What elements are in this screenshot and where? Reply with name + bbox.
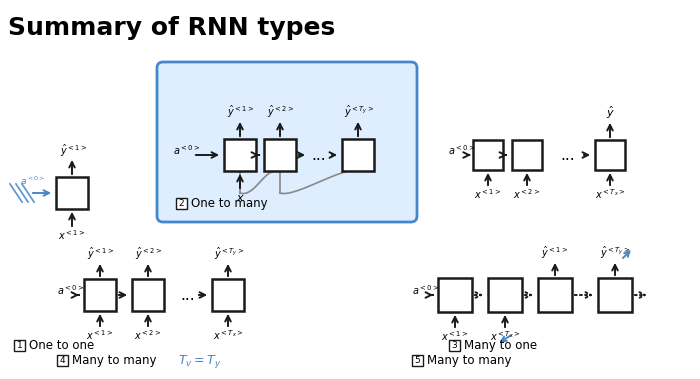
Text: Many to many: Many to many [72, 354, 157, 367]
Bar [595, 140, 625, 170]
Text: 1: 1 [17, 341, 22, 350]
Text: $\hat{y}^{<1>}$: $\hat{y}^{<1>}$ [541, 245, 568, 261]
Text: $x$: $x$ [235, 193, 244, 203]
Text: $x^{<T_x>}$: $x^{<T_x>}$ [490, 329, 520, 343]
Bar [212, 279, 244, 311]
Text: ...: ... [181, 288, 195, 302]
Text: $\hat{y}^{<1>}$: $\hat{y}^{<1>}$ [60, 143, 88, 159]
Text: $x^{<2>}$: $x^{<2>}$ [134, 328, 162, 342]
Bar [132, 279, 164, 311]
Text: One to many: One to many [191, 197, 267, 210]
Text: $a^{<0>}$: $a^{<0>}$ [412, 283, 440, 297]
Bar [264, 139, 296, 171]
Text: $\hat{y}^{<T_y>}$: $\hat{y}^{<T_y>}$ [600, 245, 630, 261]
Text: $a^{<0>}$: $a^{<0>}$ [20, 175, 46, 187]
Text: $T_v=T_y$: $T_v=T_y$ [178, 354, 222, 371]
Bar [342, 139, 374, 171]
Text: ...: ... [312, 147, 326, 163]
Bar [449, 340, 460, 351]
Text: $\hat{y}^{<1>}$: $\hat{y}^{<1>}$ [88, 246, 115, 262]
Text: One to one: One to one [29, 339, 94, 352]
Text: $x^{<2>}$: $x^{<2>}$ [513, 187, 541, 201]
Text: $x^{<1>}$: $x^{<1>}$ [441, 329, 469, 343]
Bar [57, 355, 68, 366]
Text: 3: 3 [452, 341, 457, 350]
Bar [473, 140, 503, 170]
Text: $x^{<T_x>}$: $x^{<T_x>}$ [595, 187, 625, 201]
Text: $a^{<0>}$: $a^{<0>}$ [173, 143, 200, 157]
Text: 5: 5 [414, 356, 421, 365]
Text: $\hat{y}^{<2>}$: $\hat{y}^{<2>}$ [135, 246, 162, 262]
Text: 4: 4 [60, 356, 65, 365]
Text: $x^{<1>}$: $x^{<1>}$ [474, 187, 502, 201]
Text: $\hat{y}^{<2>}$: $\hat{y}^{<2>}$ [267, 104, 295, 120]
Bar [176, 198, 187, 209]
FancyBboxPatch shape [157, 62, 417, 222]
Text: $\hat{y}^{<T_y>}$: $\hat{y}^{<T_y>}$ [344, 104, 374, 120]
Text: $x^{<1>}$: $x^{<1>}$ [58, 228, 86, 242]
Text: Many to many: Many to many [427, 354, 512, 367]
Text: $\hat{y}^{<1>}$: $\hat{y}^{<1>}$ [228, 104, 255, 120]
Text: $x^{<T_x>}$: $x^{<T_x>}$ [213, 328, 243, 342]
Bar [598, 278, 632, 312]
Text: ...: ... [561, 147, 575, 163]
Text: $x^{<1>}$: $x^{<1>}$ [86, 328, 114, 342]
Text: $\hat{y}^{<T_y>}$: $\hat{y}^{<T_y>}$ [214, 246, 244, 262]
Text: $\hat{y}$: $\hat{y}$ [606, 105, 615, 121]
Bar [438, 278, 472, 312]
Bar [224, 139, 256, 171]
Bar [538, 278, 572, 312]
Text: $a^{<0>}$: $a^{<0>}$ [57, 283, 85, 297]
Text: 2: 2 [178, 199, 184, 208]
Bar [56, 177, 88, 209]
Bar [14, 340, 25, 351]
Bar [512, 140, 542, 170]
Text: $a^{<0>}$: $a^{<0>}$ [448, 143, 475, 157]
Text: Summary of RNN types: Summary of RNN types [8, 16, 335, 40]
Bar [412, 355, 423, 366]
Bar [84, 279, 116, 311]
Bar [488, 278, 522, 312]
Text: Many to one: Many to one [464, 339, 537, 352]
